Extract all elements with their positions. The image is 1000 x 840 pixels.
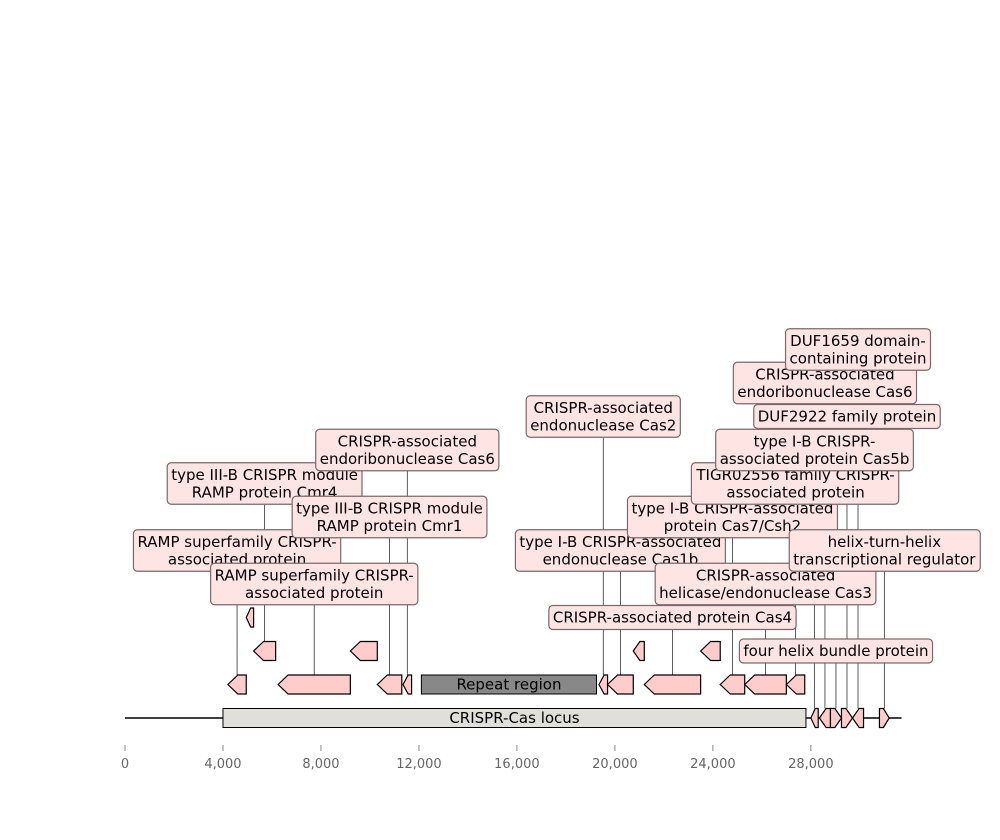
gene-label: RAMP superfamily CRISPR-associated prote… — [215, 566, 414, 602]
gene-label-line: RAMP protein Cmr1 — [317, 517, 463, 535]
gene-arrow — [252, 640, 277, 662]
gene-arrow — [606, 674, 634, 695]
gene-label-line: associated protein — [726, 483, 864, 501]
gene-label-box — [715, 428, 914, 472]
genes-layer — [227, 607, 890, 729]
gene-label-line: DUF1659 domain- — [790, 332, 926, 350]
region-box — [222, 708, 807, 728]
gene-labels: RAMP superfamily CRISPR-associated prote… — [132, 328, 981, 664]
regions-layer: CRISPR-Cas locus Repeat region — [222, 674, 807, 728]
gene-arrow — [743, 674, 787, 695]
gene-arrow — [632, 640, 645, 662]
gene-arrow — [227, 674, 247, 695]
gene-label-line: CRISPR-associated — [534, 399, 673, 417]
gene-arrow — [643, 674, 702, 695]
gene-label-line: endoribonuclease Cas6 — [737, 383, 912, 401]
gene-arrow — [376, 674, 403, 695]
gene-label-line: containing protein — [790, 349, 927, 367]
gene-arrow — [277, 674, 351, 695]
gene-label-box — [548, 604, 797, 631]
gene-arrow — [818, 707, 832, 729]
gene-arrow — [840, 707, 854, 729]
gene-arrow — [785, 674, 806, 695]
gene-label-line: CRISPR-associated — [338, 432, 477, 450]
gene-label: DUF2922 family protein — [758, 408, 936, 426]
gene-arrow — [829, 707, 843, 729]
axis-tick-label: 20,000 — [592, 757, 638, 772]
gene-label-box — [315, 428, 500, 472]
gene-label-box — [525, 395, 681, 438]
gene-label-line: transcriptional regulator — [793, 550, 976, 568]
gene-label: CRISPR-associated endoribonuclease Cas6 — [320, 432, 495, 468]
gene-label-box — [753, 403, 941, 430]
gene-arrow — [851, 707, 865, 729]
region-label: CRISPR-Cas locus — [449, 709, 579, 727]
gene-label-line: RAMP superfamily CRISPR- — [215, 566, 414, 584]
gene-arrow — [245, 607, 255, 628]
gene-label-box — [514, 529, 727, 572]
gene-label: helix-turn-helix transcriptional regulato… — [793, 533, 976, 569]
gene-label-line: endoribonuclease Cas6 — [320, 450, 495, 468]
gene-label-line: RAMP superfamily CRISPR- — [137, 533, 336, 551]
gene-label-line: DUF2922 family protein — [758, 408, 936, 426]
gene-label-box — [788, 529, 981, 572]
gene-label-box — [209, 562, 419, 606]
gene-arrow — [719, 674, 746, 695]
gene-label-box — [654, 562, 877, 606]
gene-label-line: endonuclease Cas2 — [530, 416, 676, 434]
gene-arrow — [810, 707, 819, 729]
gene-label-line: type III-B CRISPR module — [171, 466, 358, 484]
gene-label: CRISPR-associated protein Cas4 — [553, 609, 792, 627]
axis-tick-label: 24,000 — [690, 757, 736, 772]
axis-tick-label: 28,000 — [788, 757, 834, 772]
gene-label-box — [166, 462, 363, 505]
gene-label-line: protein Cas7/Csh2 — [664, 517, 802, 535]
axis-tick-label: 0 — [121, 757, 129, 772]
gene-label-line: CRISPR-associated protein Cas4 — [553, 609, 792, 627]
gene-label-box — [291, 495, 488, 539]
gene-label: DUF1659 domain-containing protein — [790, 332, 927, 368]
gene-label: type III-B CRISPR module RAMP protein Cmr… — [296, 499, 483, 535]
gene-label: four helix bundle protein — [743, 642, 928, 660]
gene-arrow — [402, 674, 413, 695]
gene-label-line: helicase/endonuclease Cas3 — [659, 584, 872, 602]
gene-label-line: type I-B CRISPR- — [754, 432, 876, 450]
axis-tick-label: 12,000 — [396, 757, 442, 772]
gene-arrow — [878, 707, 890, 729]
axis-tick-label: 4,000 — [204, 757, 241, 772]
gene-label-line: helix-turn-helix — [828, 533, 942, 551]
gene-label: type I-B CRISPR-associated protein Cas5b — [720, 432, 910, 468]
gene-arrow — [598, 674, 609, 695]
region-label: Repeat region — [456, 676, 561, 694]
region-box — [420, 674, 598, 695]
gene-label-line: associated protein — [245, 584, 383, 602]
gene-label-line: type III-B CRISPR module — [296, 499, 483, 517]
gene-label-line: four helix bundle protein — [743, 642, 928, 660]
gene-label: CRISPR-associated endonuclease Cas2 — [530, 399, 676, 435]
axis-tick-label: 16,000 — [494, 757, 540, 772]
gene-label-line: associated protein Cas5b — [720, 450, 910, 468]
gene-label-box — [738, 638, 934, 664]
gene-arrow — [349, 640, 378, 662]
axis-tick-label: 8,000 — [302, 757, 339, 772]
gene-arrow — [699, 640, 721, 662]
gene-label-box — [784, 328, 932, 371]
